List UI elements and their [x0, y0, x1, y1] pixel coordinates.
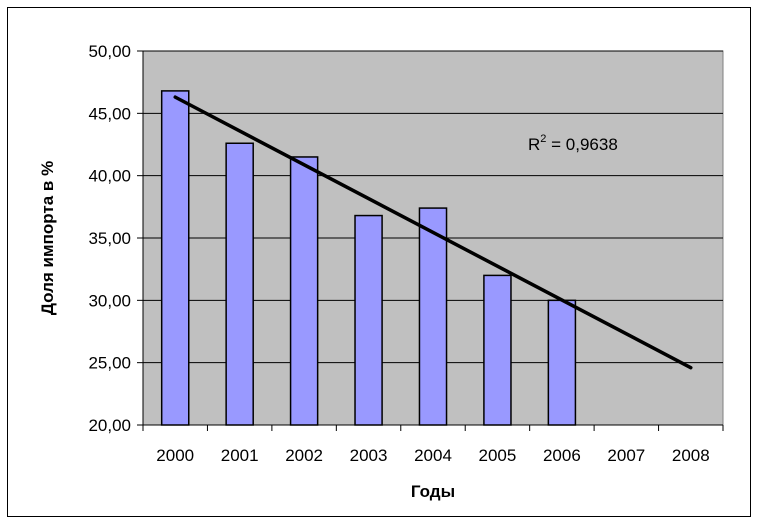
- bars: [160, 90, 577, 426]
- axes: [137, 50, 724, 431]
- x-tick-label-2007: 2007: [607, 446, 645, 465]
- trendline-line: [173, 95, 693, 370]
- trendline: [173, 95, 693, 370]
- x-tick-label-2002: 2002: [285, 446, 323, 465]
- y-tick-labels: 20,00 25,00 30,00 35,00 40,00 45,00 50,00: [88, 42, 131, 435]
- y-axis-title: Доля импорта в %: [38, 161, 57, 315]
- r-squared-base: R: [528, 135, 540, 154]
- bar-2003: [354, 214, 383, 426]
- y-tick-label-5: 45,00: [88, 104, 131, 123]
- y-tick-label-6: 50,00: [88, 42, 131, 61]
- bar-2001: [225, 142, 254, 426]
- x-tick-label-2001: 2001: [221, 446, 259, 465]
- r-squared-value: = 0,9638: [546, 135, 617, 154]
- x-tick-label-2005: 2005: [479, 446, 517, 465]
- bar-2004: [418, 207, 448, 426]
- x-axis-title: Годы: [411, 482, 455, 501]
- x-tick-label-2008: 2008: [672, 446, 710, 465]
- y-tick-label-2: 30,00: [88, 291, 131, 310]
- bar-2006: [547, 299, 577, 426]
- x-tick-label-2006: 2006: [543, 446, 581, 465]
- r-squared-superscript: 2: [540, 133, 546, 145]
- bar-2005: [483, 274, 512, 426]
- y-tick-label-0: 20,00: [88, 416, 131, 435]
- x-tick-labels: 2000 2001 2002 2003 2004 2005 2006 2007 2008: [156, 446, 709, 465]
- bar-2002: [289, 156, 319, 426]
- bar-2000: [160, 90, 190, 426]
- y-tick-label-1: 25,00: [88, 354, 131, 373]
- y-tick-label-4: 40,00: [88, 167, 131, 186]
- y-tick-label-3: 35,00: [88, 229, 131, 248]
- x-tick-label-2000: 2000: [156, 446, 194, 465]
- x-tick-label-2003: 2003: [350, 446, 388, 465]
- x-tick-label-2004: 2004: [414, 446, 452, 465]
- r-squared-label: R2 = 0,9638: [528, 133, 618, 154]
